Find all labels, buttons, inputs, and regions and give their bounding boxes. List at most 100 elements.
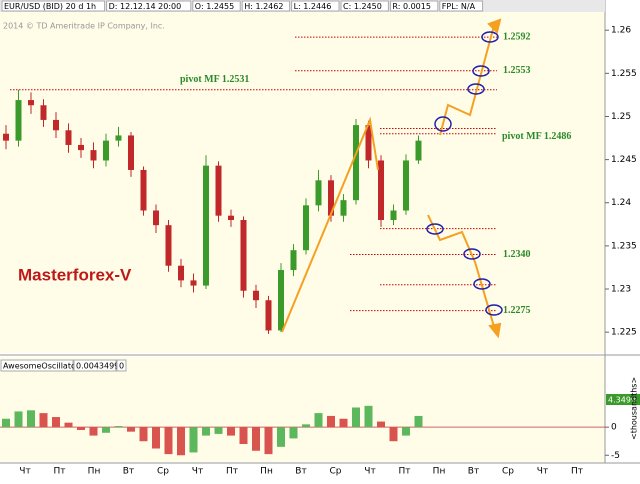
plot: 1.2592 1.2553 pivot MF 1.2531 pivot MF 1.24… — [0, 31, 605, 456]
oscillator-bar — [239, 427, 248, 445]
candle-body — [103, 140, 109, 161]
candle-body — [128, 135, 134, 170]
oscillator-bar — [89, 427, 98, 436]
price-panel — [0, 0, 605, 353]
target-circle — [434, 116, 452, 132]
y-tick-label: 1.255 — [611, 69, 637, 79]
candle-body — [378, 160, 384, 220]
indicator-title: AwesomeOscillator — [3, 362, 80, 371]
header-field: L: 1.2446 — [294, 2, 332, 11]
time-label: Пт — [53, 467, 65, 477]
header-field-box — [291, 0, 340, 12]
candle-body — [390, 210, 397, 220]
oscillator-bar — [64, 422, 73, 428]
candle-body — [3, 133, 9, 141]
unit-label: <thousandths> — [630, 377, 639, 440]
header-field: R: 0.0015 — [392, 2, 431, 11]
circles — [426, 31, 503, 316]
oscillator-bar — [114, 426, 123, 428]
header-field: FPL: N/A — [442, 2, 476, 11]
candle-body — [115, 135, 122, 141]
oscillator-bar — [364, 405, 373, 428]
target-circle — [467, 83, 485, 95]
arrow-up-swing — [281, 116, 379, 333]
candle-body — [353, 125, 359, 201]
time-label: Вт — [295, 467, 306, 477]
header-field: EUR/USD (BID) 20 d 1h — [4, 2, 96, 11]
oscillator-bar — [77, 427, 85, 430]
candle-body — [315, 180, 322, 206]
level-label: 1.2553 — [503, 65, 531, 76]
target-circle — [473, 278, 491, 290]
candle-body — [215, 165, 222, 216]
oscillator-bar — [352, 407, 360, 428]
candle-body — [340, 200, 347, 216]
time-label: Ср — [502, 467, 514, 477]
indicator-value-box — [73, 359, 117, 372]
header-field-box — [389, 0, 439, 12]
oscillator-bar — [127, 427, 135, 432]
copyright: 2014 © TD Ameritrade IP Company, Inc. — [3, 22, 165, 31]
target-circle — [481, 31, 499, 43]
level-label: 1.2275 — [503, 305, 531, 316]
y-tick-label: -5 — [611, 451, 620, 461]
candle-body — [65, 130, 72, 145]
candle-body — [90, 150, 97, 161]
candle-body — [253, 290, 259, 301]
y-tick-label: 1.225 — [611, 328, 637, 338]
arrow-target-up — [439, 21, 496, 136]
level-label: pivot MF 1.2486 — [502, 131, 571, 142]
candle-body — [228, 215, 234, 220]
candle-body — [265, 300, 272, 331]
time-label: Пн — [88, 467, 101, 477]
header-field-box — [241, 0, 291, 12]
arrows — [281, 18, 502, 339]
header-field: C: 1.2450 — [343, 2, 382, 11]
candle-body — [403, 160, 409, 211]
indicator-flag-box — [116, 359, 127, 372]
candle-body — [153, 210, 159, 226]
arrowhead — [488, 322, 502, 339]
oscillator-bar — [277, 427, 285, 447]
oscillator-panel — [0, 357, 605, 462]
oscillator-bar — [2, 418, 10, 428]
candle-body — [278, 270, 284, 331]
oscillator-bar — [102, 427, 110, 433]
oscillator-bar — [52, 417, 60, 428]
oscillator-bar — [39, 413, 48, 428]
indicator-flag: 0 — [119, 362, 124, 371]
oscillator-bar — [202, 427, 210, 436]
oscillator-bar — [339, 418, 348, 428]
oscillator-bar — [189, 427, 198, 453]
oscillator-bar — [14, 411, 23, 428]
arrow-target-down — [427, 214, 496, 331]
candle-body — [415, 140, 422, 161]
oscillator-bar — [377, 421, 385, 428]
oscillator-bar — [252, 427, 260, 451]
oscillator-bar — [177, 427, 185, 456]
header-field-box — [340, 0, 389, 12]
target-circle — [472, 65, 490, 77]
y-tick-label: 1.235 — [611, 241, 637, 251]
time-label: Пт — [571, 467, 583, 477]
indicator-value: 0.0043499 — [76, 362, 119, 371]
time-label: Вт — [123, 467, 134, 477]
current-value: 4.3499 — [608, 396, 636, 405]
y-tick-label: 1.24 — [611, 198, 631, 208]
time-label: Чт — [192, 467, 203, 477]
level-label: 1.2340 — [503, 249, 531, 260]
level-label: 1.2592 — [503, 31, 531, 42]
time-label: Чт — [364, 467, 375, 477]
y-tick-label: 1.23 — [611, 285, 631, 295]
candle-body — [190, 280, 197, 286]
oscillator-bar — [152, 427, 160, 449]
candle-body — [178, 265, 184, 281]
y-tick-label: 0 — [611, 423, 617, 433]
time-label: Вт — [468, 467, 479, 477]
candle-body — [290, 250, 297, 271]
oscillator-bar — [289, 427, 298, 439]
oscillator-bar — [327, 415, 335, 428]
candle-body — [53, 119, 59, 131]
